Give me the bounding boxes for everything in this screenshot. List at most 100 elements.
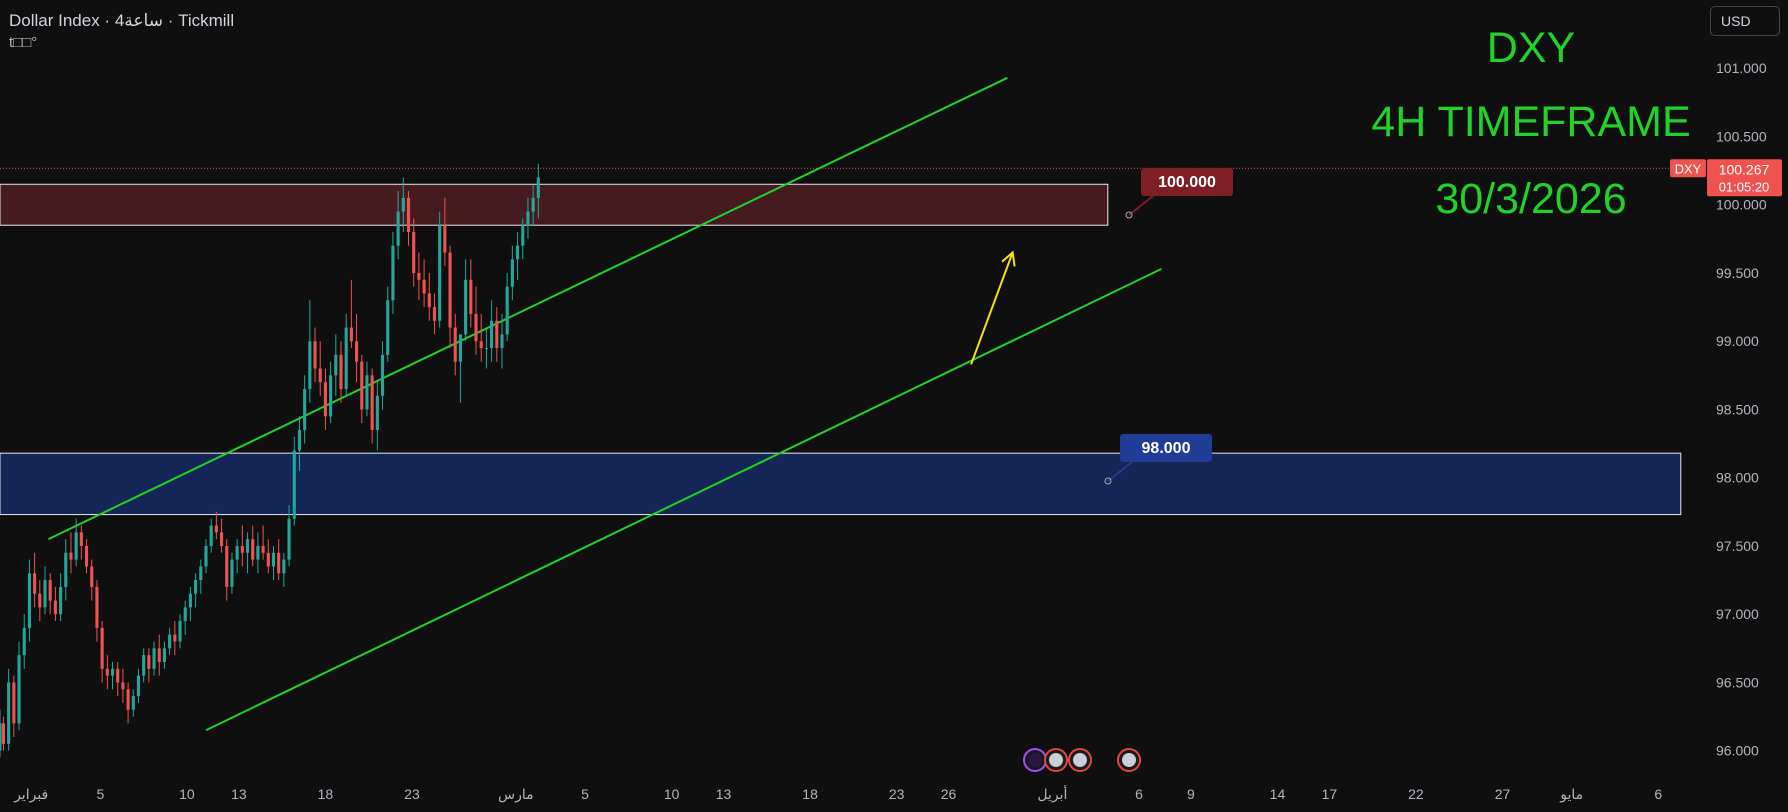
arrow-head xyxy=(1001,250,1016,267)
candle-body xyxy=(209,525,213,546)
candle-body xyxy=(59,586,63,615)
x-tick-label: مارس xyxy=(498,786,534,803)
candle-2 xyxy=(7,668,11,751)
candle-body xyxy=(147,655,151,669)
candle-body xyxy=(438,225,442,321)
candle-body xyxy=(48,580,52,601)
candle-59 xyxy=(303,375,307,444)
support-label-pointer xyxy=(1107,461,1133,482)
y-tick-label: 100.500 xyxy=(1716,128,1767,144)
support-zone xyxy=(0,452,1682,516)
candle-53 xyxy=(271,545,276,581)
y-tick-label: 96.500 xyxy=(1716,674,1759,690)
y-tick-label: 99.000 xyxy=(1716,333,1759,349)
candle-body xyxy=(510,259,514,287)
candle-body xyxy=(136,675,141,697)
candle-body xyxy=(183,607,187,622)
candle-body xyxy=(443,225,447,253)
candle-95 xyxy=(490,300,494,362)
candle-96 xyxy=(495,307,499,362)
channel-upper-line xyxy=(48,76,1008,541)
candle-body xyxy=(173,634,177,642)
candle-body xyxy=(339,354,343,389)
candle-77 xyxy=(396,191,400,260)
candle-body xyxy=(204,545,208,567)
candle-56 xyxy=(287,505,291,567)
candle-72 xyxy=(370,368,374,444)
candle-body xyxy=(427,293,431,308)
candle-69 xyxy=(355,313,359,383)
x-tick-label: 6 xyxy=(1135,786,1143,802)
candle-26 xyxy=(131,689,135,717)
y-tick-label: 98.500 xyxy=(1716,401,1759,417)
candle-body xyxy=(490,320,494,349)
candle-body xyxy=(396,211,400,246)
candle-body xyxy=(313,341,317,369)
candle-39 xyxy=(199,559,203,594)
candle-1 xyxy=(1,716,6,751)
candle-67 xyxy=(344,313,348,396)
x-tick-label: 5 xyxy=(96,786,104,802)
event-icon-inner xyxy=(1028,753,1042,767)
candle-body xyxy=(391,245,395,301)
candle-86 xyxy=(443,197,447,267)
candle-20 xyxy=(100,621,104,683)
candle-body xyxy=(531,197,535,212)
candle-6 xyxy=(27,559,31,642)
candle-73 xyxy=(375,382,379,451)
candle-body xyxy=(53,600,57,615)
candle-100 xyxy=(516,232,520,280)
channel-lower-line xyxy=(205,267,1162,732)
y-tick-label: 99.500 xyxy=(1716,265,1759,281)
candle-17 xyxy=(84,539,89,574)
candle-32 xyxy=(162,641,166,669)
candle-body xyxy=(220,532,224,546)
candle-body xyxy=(194,580,198,594)
candle-68 xyxy=(349,279,353,349)
candle-10 xyxy=(48,573,52,615)
candle-51 xyxy=(261,525,265,560)
x-tick-label: 13 xyxy=(716,786,732,802)
candle-24 xyxy=(121,668,125,703)
candle-60 xyxy=(308,300,312,403)
candle-body xyxy=(33,573,37,594)
candle-body xyxy=(64,552,68,587)
candle-body xyxy=(282,559,286,574)
candle-16 xyxy=(79,525,83,560)
candle-19 xyxy=(95,580,99,642)
candle-29 xyxy=(147,648,151,683)
candle-body xyxy=(495,320,499,349)
currency-button[interactable]: USD xyxy=(1710,6,1780,36)
candle-55 xyxy=(282,552,286,587)
candle-50 xyxy=(256,532,260,574)
candle-body xyxy=(308,341,312,389)
candle-27 xyxy=(136,668,141,703)
candle-body xyxy=(516,245,520,260)
candle-46 xyxy=(235,539,239,574)
candle-body xyxy=(152,648,156,669)
candle-body xyxy=(380,354,385,396)
candle-body xyxy=(74,532,78,560)
price-badge-ticker: DXY xyxy=(1675,161,1702,176)
candle-body xyxy=(422,279,426,294)
candle-body xyxy=(116,668,120,683)
candle-body xyxy=(453,327,457,362)
candle-body xyxy=(235,545,239,560)
x-tick-label: مايو xyxy=(1559,786,1583,803)
candle-body xyxy=(7,682,11,744)
candle-82 xyxy=(422,259,426,308)
candle-body xyxy=(500,334,504,349)
candle-34 xyxy=(173,621,177,656)
candle-body xyxy=(329,375,333,417)
candle-body xyxy=(386,300,390,355)
candle-body xyxy=(38,593,42,608)
candle-body xyxy=(17,655,21,724)
candle-body xyxy=(458,334,462,362)
candle-body xyxy=(375,395,379,430)
candle-body xyxy=(526,211,530,226)
candle-98 xyxy=(505,272,509,342)
candle-body xyxy=(271,552,276,567)
price-badge-ticker-box xyxy=(1670,159,1706,178)
candle-13 xyxy=(64,539,68,601)
